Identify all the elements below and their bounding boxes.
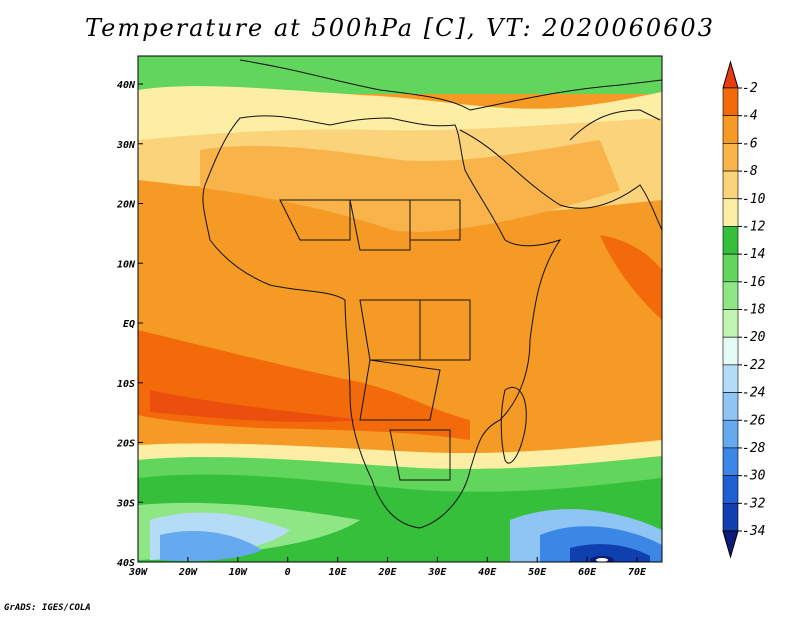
lon-tick-label: 10E (329, 567, 348, 578)
colorbar-swatch (722, 503, 739, 532)
lon-tick-label: 20W (178, 567, 198, 578)
lat-tick-label: 30S (116, 498, 135, 509)
colorbar-swatch (722, 392, 739, 421)
lat-tick-label: EQ (123, 319, 135, 330)
colorbar-label: -22 (742, 358, 766, 373)
colorbar-label: -6 (742, 136, 758, 151)
colorbar-label: -18 (742, 303, 766, 318)
colorbar-label: -16 (742, 275, 766, 290)
lat-tick-label: 10S (117, 379, 135, 390)
lat-tick-label: 10N (117, 259, 136, 270)
colorbar-top-arrow (722, 60, 739, 89)
colorbar-swatch (722, 419, 739, 449)
lon-tick-label: 10W (229, 567, 248, 578)
lon-tick-label: 30E (427, 567, 447, 578)
colorbar-swatch (722, 447, 739, 476)
map-frame (137, 55, 663, 563)
colorbar-label: -10 (742, 192, 766, 207)
colorbar-label: -14 (742, 247, 765, 262)
colorbar-swatch (722, 336, 739, 366)
lon-tick-label: 40E (478, 567, 497, 578)
colorbar-label: -28 (742, 441, 766, 456)
lat-tick-label: 40S (117, 558, 135, 569)
lat-tick-label: 30N (116, 140, 136, 151)
colorbar-label: -32 (742, 496, 766, 511)
colorbar-label: -20 (742, 330, 766, 345)
lon-tick-label: 0 (285, 567, 291, 578)
colorbar-label: -2 (742, 81, 758, 96)
colorbar-label: -24 (742, 386, 765, 401)
lon-tick-label: 30W (128, 567, 148, 578)
longitude-axis: 30W 20W 10W 0 10E 20E 30E 40E 50E 60E 70E (128, 557, 647, 578)
temperature-field (138, 56, 662, 562)
colorbar: -2 -4 -6 -8 -10 -12 -14 -16 -18 -20 -22 -24 -26 -28 -3… (722, 60, 766, 559)
colorbar-label: -30 (742, 469, 766, 484)
coastlines-and-borders (202, 59, 662, 529)
lon-tick-label: 20E (377, 567, 397, 578)
colorbar-label: -4 (742, 109, 758, 124)
lat-tick-label: 20N (116, 200, 136, 211)
latitude-axis: 40N 30N 20N 10N EQ 10S 20S 30S 40S (116, 80, 143, 569)
lon-tick-label: 50E (528, 567, 547, 578)
colorbar-swatch (722, 115, 739, 144)
map-title: Temperature at 500hPa [C], VT: 202006060… (85, 14, 715, 42)
lon-tick-label: 60E (578, 567, 597, 578)
colorbar-label: -8 (742, 164, 758, 179)
grads-credit: GrADS: IGES/COLA (4, 603, 91, 613)
colorbar-swatch (722, 253, 739, 283)
colorbar-swatch (722, 170, 739, 200)
colorbar-swatch (722, 143, 739, 172)
colorbar-swatch (722, 281, 739, 310)
lat-tick-label: 20S (116, 439, 135, 450)
colorbar-label: -34 (742, 524, 765, 539)
colorbar-swatch (722, 364, 739, 393)
colorbar-swatch (722, 475, 739, 504)
colorbar-swatch (722, 198, 739, 227)
colorbar-swatch (722, 226, 739, 255)
lon-tick-label: 70E (628, 567, 647, 578)
lat-tick-label: 40N (117, 80, 136, 91)
colorbar-bottom-arrow (722, 530, 739, 559)
colorbar-label: -26 (742, 413, 766, 428)
colorbar-label: -12 (742, 219, 766, 234)
colorbar-swatch (722, 87, 739, 116)
colorbar-swatch (722, 309, 739, 338)
